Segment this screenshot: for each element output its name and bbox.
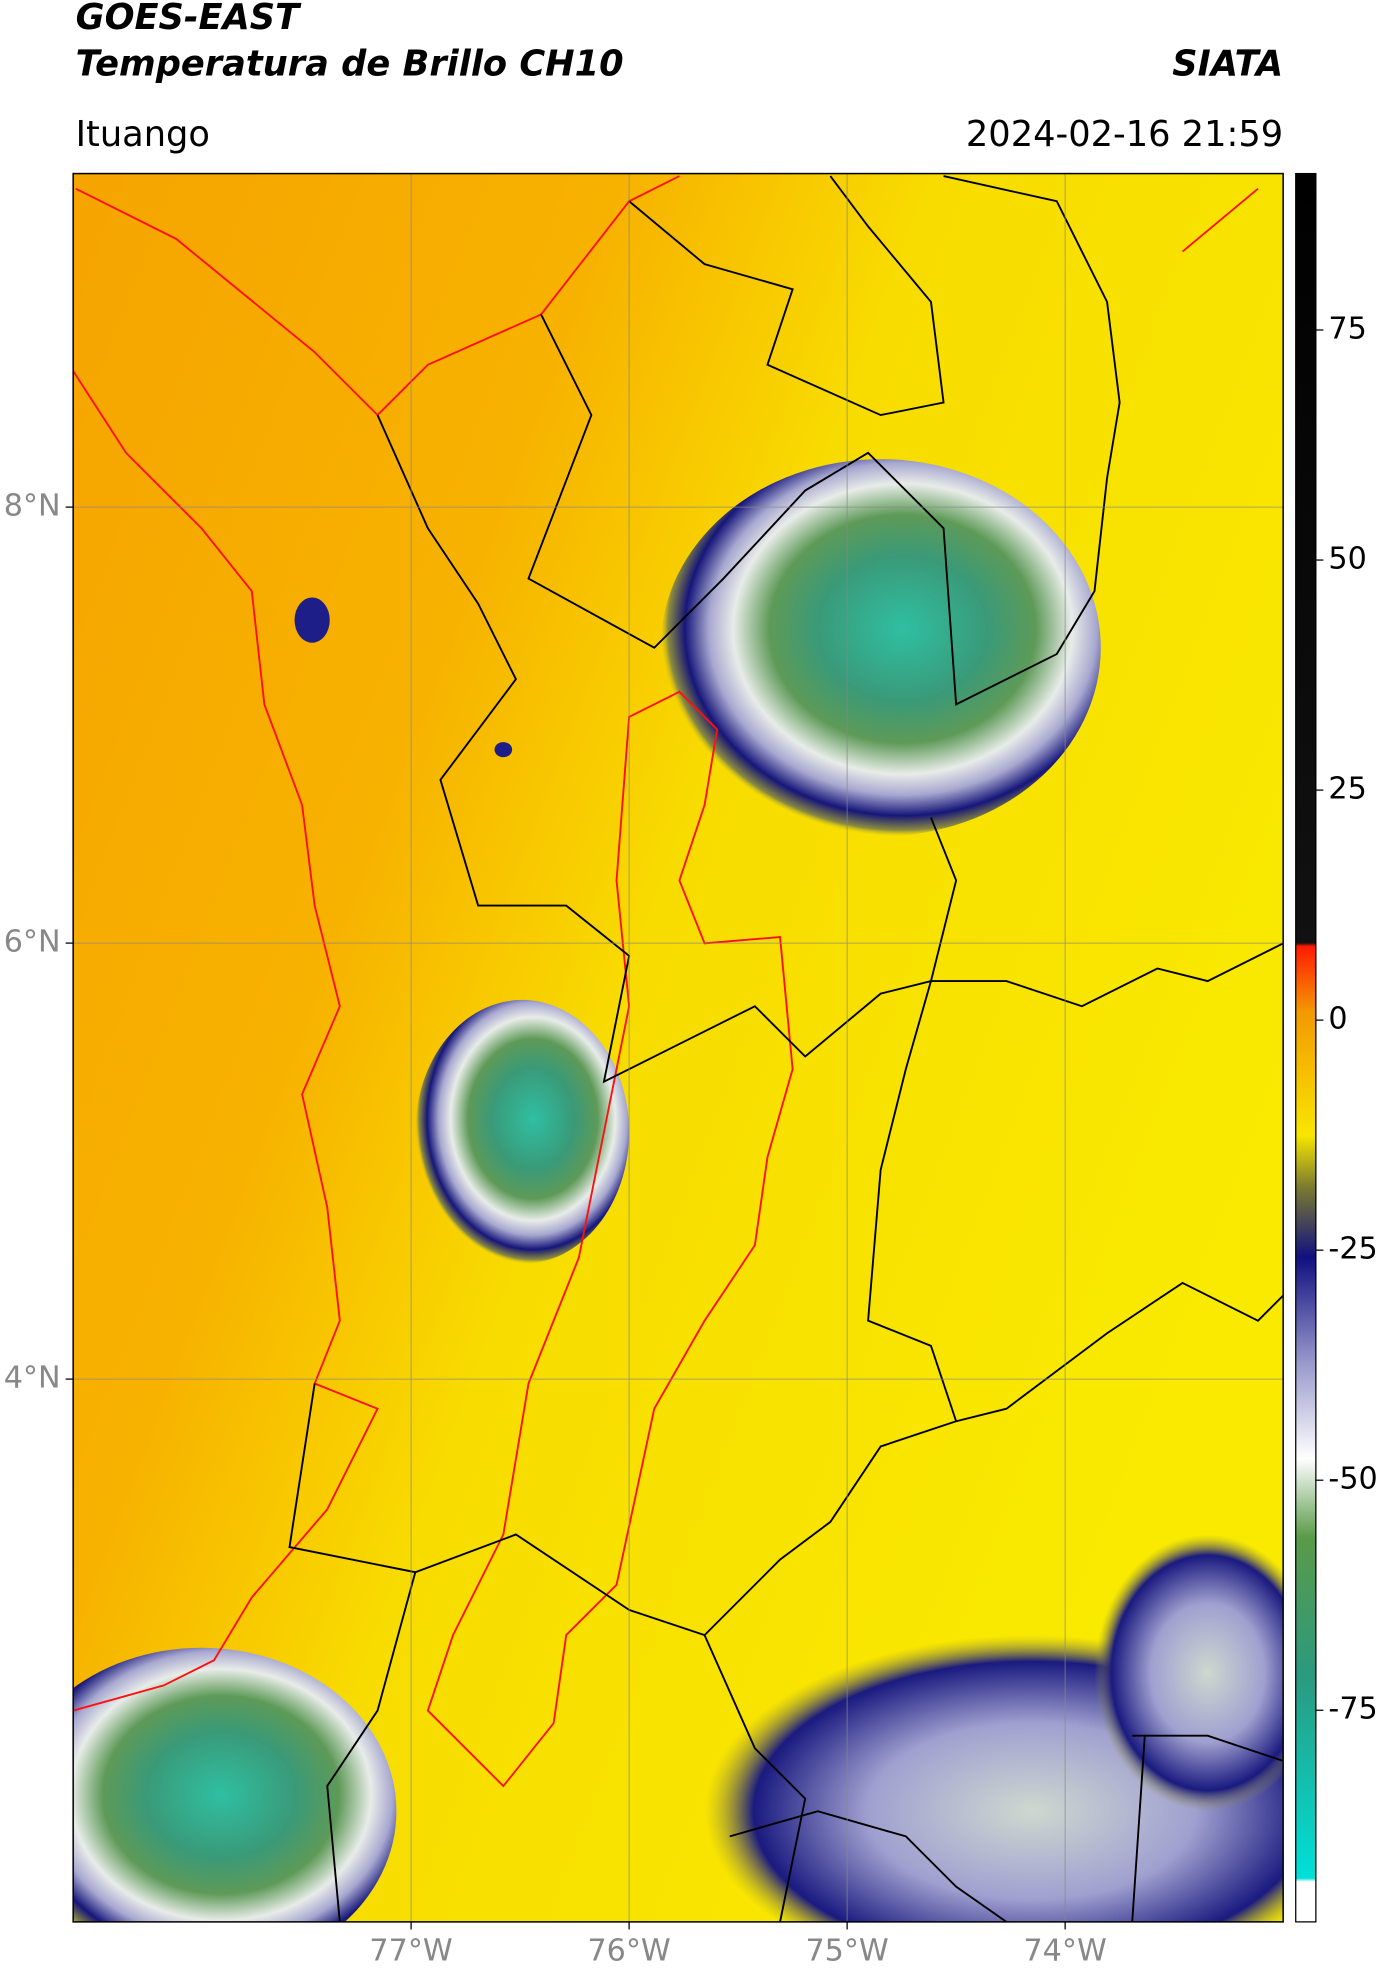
x-tick-label: 74°W [1023, 1934, 1106, 1969]
storm-cloud [73, 1647, 397, 1922]
department-border [73, 175, 1259, 1788]
datetime: 2024-02-16 21:59 [966, 114, 1283, 155]
colorbar [1295, 172, 1317, 1923]
source: SIATA [1172, 43, 1283, 84]
map-background [73, 173, 1284, 1922]
colorbar-tick-label: 75 [1328, 312, 1366, 347]
cloud [494, 742, 513, 758]
cloud [1094, 1534, 1284, 1812]
y-tick-label: 4°N [4, 1361, 61, 1396]
y-tick-label: 6°N [4, 925, 61, 960]
colorbar-tick-label: -75 [1328, 1692, 1377, 1727]
y-tick-label: 8°N [4, 489, 61, 524]
colorbar-tick-label: 50 [1328, 542, 1366, 577]
storm-cloud [660, 459, 1101, 837]
colorbar-tick-label: -25 [1328, 1232, 1377, 1267]
colorbar-tick-label: 25 [1328, 772, 1366, 807]
title: GOES-EAST [76, 0, 302, 38]
grid [73, 173, 1284, 1922]
x-tick-label: 75°W [805, 1934, 888, 1969]
colorbar-tick-label: -50 [1328, 1462, 1377, 1497]
storm-cloud [415, 999, 630, 1265]
location: Ituango [76, 114, 210, 155]
x-tick-label: 77°W [369, 1934, 452, 1969]
colorbar-tick-label: 0 [1328, 1002, 1347, 1037]
subtitle: Temperatura de Brillo CH10 [76, 43, 624, 84]
map-frame [72, 172, 1284, 1923]
map-image [73, 173, 1284, 1922]
cloud [294, 597, 330, 643]
x-tick-label: 76°W [587, 1934, 670, 1969]
